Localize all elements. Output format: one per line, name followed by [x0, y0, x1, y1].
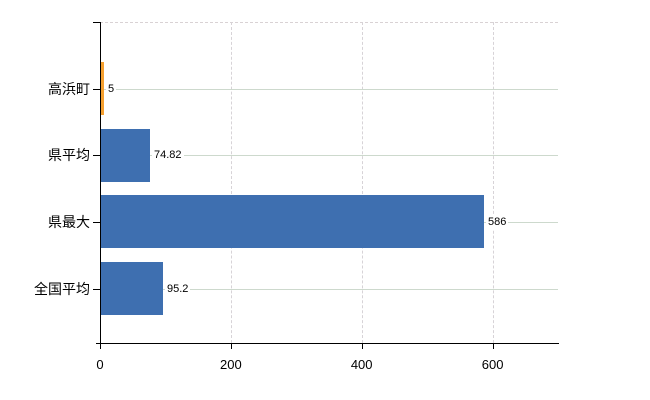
x-tick-label: 600 [481, 357, 504, 372]
category-label: 高浜町 [48, 80, 90, 97]
x-tick-label: 400 [350, 357, 373, 372]
x-tick [100, 343, 101, 349]
category-label: 県最大 [48, 213, 90, 230]
category-label: 全国平均 [34, 280, 90, 297]
value-label: 95.2 [165, 281, 191, 296]
bar [101, 262, 163, 316]
v-gridline [230, 22, 232, 343]
h-gridline [100, 155, 558, 157]
bar [101, 128, 150, 182]
value-label: 74.82 [152, 148, 184, 163]
y-axis-end-tick [93, 22, 101, 23]
bar [101, 195, 484, 249]
category-tick [93, 155, 100, 157]
value-label: 5 [106, 81, 117, 96]
bar [101, 62, 104, 115]
category-tick [93, 288, 100, 290]
plot-top-border [100, 22, 558, 23]
h-gridline [100, 288, 558, 290]
h-gridline [100, 88, 558, 90]
x-tick-label: 0 [96, 357, 104, 372]
x-axis [96, 343, 559, 344]
v-gridline [492, 22, 494, 343]
x-tick [230, 343, 232, 349]
category-tick [93, 88, 100, 90]
value-label: 586 [486, 214, 509, 229]
y-axis [100, 22, 101, 344]
v-gridline [361, 22, 363, 343]
category-tick [93, 221, 100, 223]
x-tick-label: 200 [220, 357, 242, 372]
x-tick [361, 343, 363, 349]
x-tick [492, 343, 494, 349]
category-label: 県平均 [48, 147, 90, 164]
